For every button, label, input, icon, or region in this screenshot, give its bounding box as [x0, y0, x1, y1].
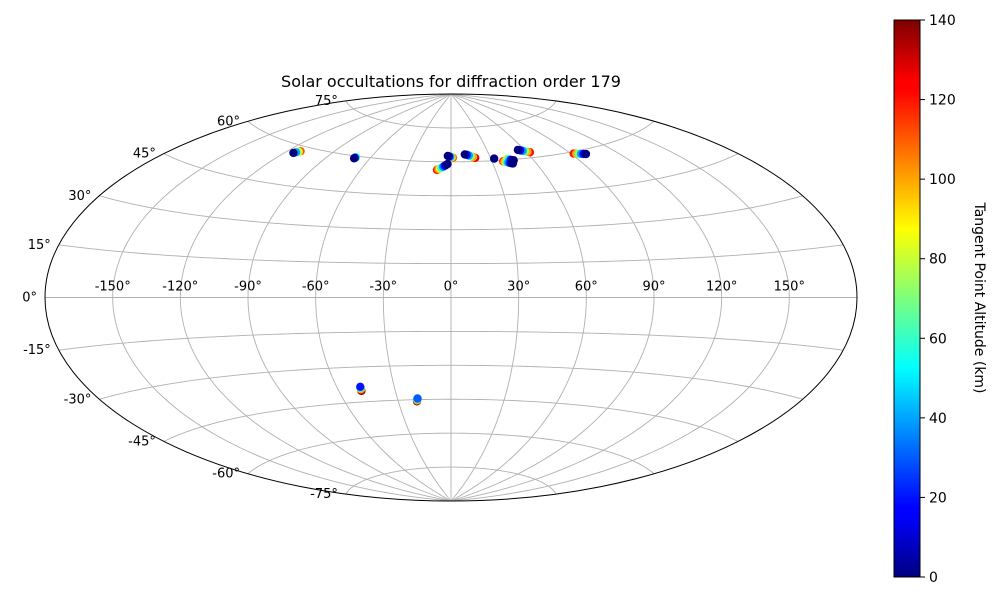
lat-tick-label: 15° [28, 238, 51, 253]
data-point [443, 151, 453, 161]
lat-tick-label: -30° [64, 392, 92, 407]
colorbar-tick-label: 0 [929, 570, 938, 586]
parallel-line [163, 398, 739, 442]
lat-tick-label: 75° [315, 94, 338, 109]
lat-tick-label: 45° [133, 147, 156, 162]
data-point [413, 394, 422, 403]
parallel-line [58, 330, 844, 351]
parallel-line [163, 153, 739, 197]
colorbar: 0 20 40 60 80 100 120 140 Tangent Point Altitud… [893, 13, 987, 586]
parallel-line [247, 432, 655, 475]
parallel-line [345, 466, 557, 495]
chart-title: Solar occultations for diffraction order… [281, 72, 621, 91]
colorbar-ticks: 0 20 40 60 80 100 120 140 [920, 13, 956, 586]
colorbar-label: Tangent Point Altitude (km) [971, 201, 987, 393]
parallel-line [345, 100, 557, 129]
colorbar-tick-label: 60 [929, 331, 947, 347]
longitude-tick-labels: -150° -120° -90° -60° -30° 0° 30° 60° 90° 120° 150… [95, 280, 805, 295]
colorbar-tick-label: 100 [929, 172, 956, 188]
data-point [289, 148, 298, 158]
lon-tick-label: -30° [369, 280, 397, 295]
lon-tick-label: 0° [444, 280, 459, 295]
lat-tick-label: -45° [128, 434, 156, 449]
data-point [581, 149, 591, 159]
data-point [509, 156, 518, 165]
lon-tick-label: -150° [95, 280, 131, 295]
lat-tick-label: 60° [217, 114, 240, 129]
lat-tick-label: 30° [68, 189, 91, 204]
colorbar-gradient [893, 19, 921, 578]
data-point [443, 159, 452, 169]
colorbar-tick-label: 140 [929, 13, 956, 29]
data-point [349, 154, 359, 163]
data-point [460, 150, 470, 159]
colorbar-tick-label: 80 [929, 252, 947, 268]
parallel-line [58, 244, 844, 265]
occultation-points [289, 145, 591, 406]
lon-tick-label: 90° [642, 280, 665, 295]
parallel-line [99, 364, 803, 400]
parallel-line [99, 195, 803, 231]
data-point [356, 382, 365, 391]
colorbar-tick-label: 20 [929, 490, 947, 506]
colorbar-tick-label: 40 [929, 411, 947, 427]
lon-tick-label: 150° [774, 280, 805, 295]
lat-tick-label: -15° [23, 343, 51, 358]
latitude-tick-labels: 75° 60° 45° 30° 15° 0° -15° -30° -45° -60° -75° [22, 94, 338, 502]
lon-tick-label: -90° [234, 280, 262, 295]
colorbar-tick-label: 120 [929, 93, 956, 109]
data-point [489, 154, 499, 163]
map-boundary [44, 93, 858, 502]
lon-tick-label: 30° [507, 280, 530, 295]
lat-tick-label: -60° [212, 467, 240, 482]
lat-tick-label: -75° [310, 487, 338, 502]
lon-tick-label: -120° [162, 280, 198, 295]
lon-tick-label: 120° [706, 280, 737, 295]
lon-tick-label: -60° [302, 280, 330, 295]
data-point [513, 145, 523, 155]
lon-tick-label: 60° [575, 280, 598, 295]
lat-tick-label: 0° [22, 291, 37, 306]
